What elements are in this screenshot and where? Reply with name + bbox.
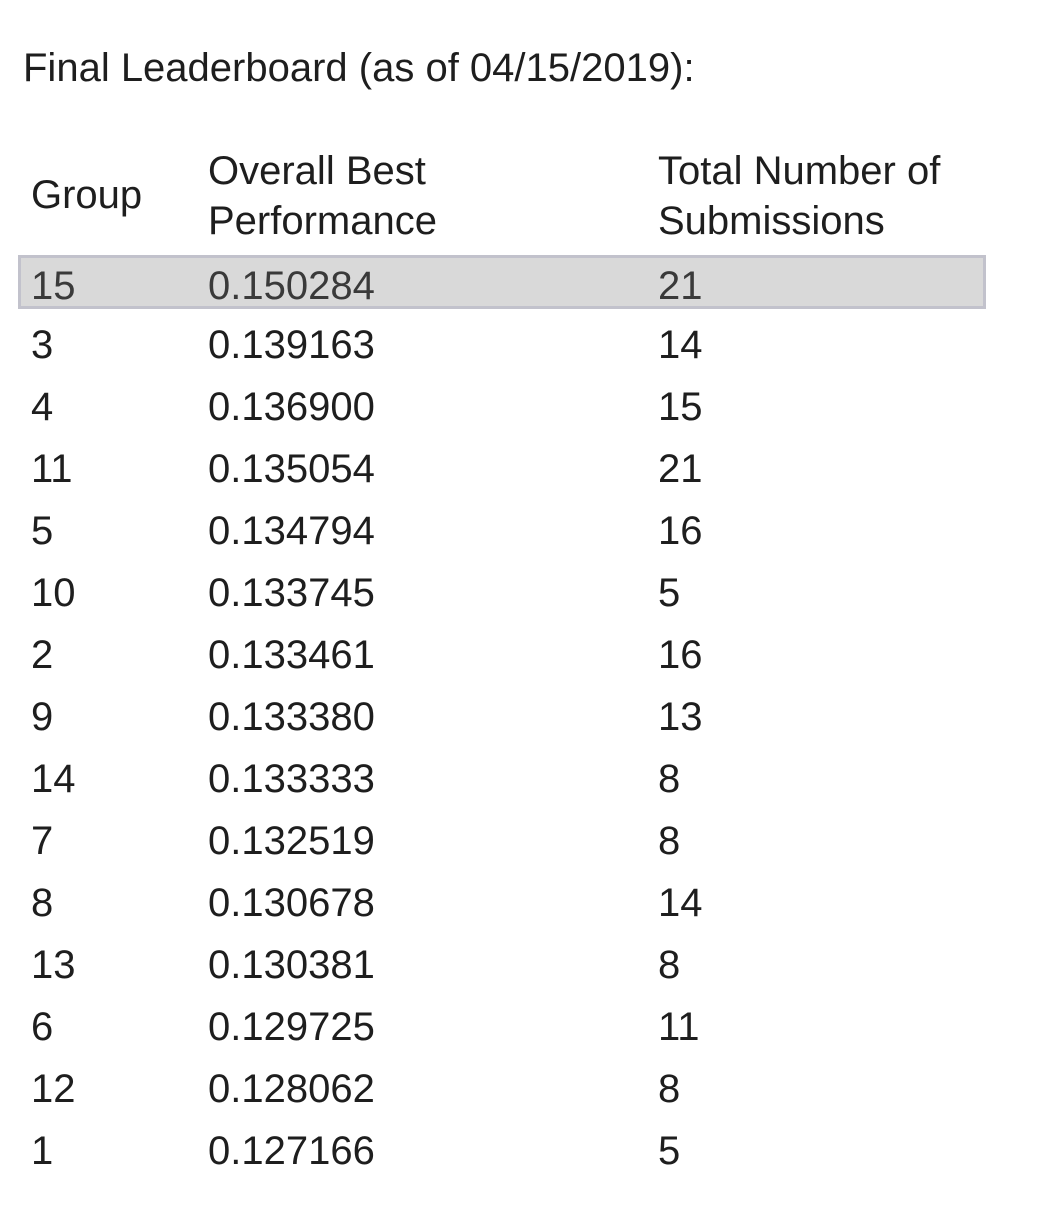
cell-performance: 0.136900 <box>208 385 375 429</box>
header-submissions-line2: Submissions <box>658 199 885 243</box>
header-performance-line1: Overall Best <box>208 149 426 193</box>
cell-group: 3 <box>31 323 54 367</box>
header-submissions: Total Number of Submissions <box>658 146 940 246</box>
cell-group: 12 <box>31 1067 76 1111</box>
cell-submissions: 21 <box>658 264 703 308</box>
cell-group: 2 <box>31 633 54 677</box>
cell-performance: 0.132519 <box>208 819 375 863</box>
header-performance: Overall Best Performance <box>208 146 437 246</box>
table-row: 13 0.130381 8 <box>18 934 986 996</box>
cell-performance: 0.134794 <box>208 509 375 553</box>
table-row: 6 0.129725 11 <box>18 996 986 1058</box>
leaderboard-table: Group Overall Best Performance Total Num… <box>18 140 986 1182</box>
header-submissions-line1: Total Number of <box>658 149 941 193</box>
cell-submissions: 11 <box>658 1005 700 1049</box>
table-row: 10 0.133745 5 <box>18 562 986 624</box>
cell-group: 5 <box>31 509 54 553</box>
cell-submissions: 16 <box>658 509 703 553</box>
cell-group: 9 <box>31 695 54 739</box>
table-row: 1 0.127166 5 <box>18 1120 986 1182</box>
header-group: Group <box>31 170 142 220</box>
cell-performance: 0.139163 <box>208 323 375 367</box>
cell-performance: 0.133461 <box>208 633 375 677</box>
cell-group: 10 <box>31 571 76 615</box>
page-title: Final Leaderboard (as of 04/15/2019): <box>23 46 695 90</box>
cell-performance: 0.129725 <box>208 1005 375 1049</box>
cell-performance: 0.127166 <box>208 1129 375 1173</box>
cell-submissions: 16 <box>658 633 703 677</box>
cell-submissions: 21 <box>658 447 703 491</box>
cell-group: 15 <box>31 264 76 308</box>
table-row: 5 0.134794 16 <box>18 500 986 562</box>
cell-submissions: 13 <box>658 695 703 739</box>
cell-group: 8 <box>31 881 54 925</box>
cell-submissions: 5 <box>658 571 681 615</box>
cell-submissions: 8 <box>658 943 681 987</box>
cell-performance: 0.128062 <box>208 1067 375 1111</box>
table-row-highlighted[interactable]: 15 0.150284 21 <box>18 255 986 309</box>
cell-group: 7 <box>31 819 54 863</box>
table-row: 7 0.132519 8 <box>18 810 986 872</box>
table-row: 2 0.133461 16 <box>18 624 986 686</box>
cell-submissions: 14 <box>658 881 703 925</box>
cell-performance: 0.133745 <box>208 571 375 615</box>
cell-performance: 0.133333 <box>208 757 375 801</box>
cell-performance: 0.130381 <box>208 943 375 987</box>
cell-group: 4 <box>31 385 54 429</box>
cell-group: 14 <box>31 757 76 801</box>
cell-submissions: 8 <box>658 757 681 801</box>
cell-submissions: 15 <box>658 385 703 429</box>
cell-performance: 0.130678 <box>208 881 375 925</box>
header-group-label: Group <box>31 173 143 217</box>
cell-submissions: 5 <box>658 1129 681 1173</box>
table-row: 8 0.130678 14 <box>18 872 986 934</box>
header-performance-line2: Performance <box>208 199 437 243</box>
table-row: 14 0.133333 8 <box>18 748 986 810</box>
table-body: 15 0.150284 21 3 0.139163 14 4 0.136900 … <box>18 255 986 1182</box>
cell-submissions: 8 <box>658 1067 681 1111</box>
cell-performance: 0.135054 <box>208 447 375 491</box>
cell-performance: 0.150284 <box>208 264 375 308</box>
cell-group: 6 <box>31 1005 54 1049</box>
cell-group: 1 <box>31 1129 54 1173</box>
cell-group: 11 <box>31 447 73 491</box>
cell-performance: 0.133380 <box>208 695 375 739</box>
table-row: 12 0.128062 8 <box>18 1058 986 1120</box>
table-row: 11 0.135054 21 <box>18 438 986 500</box>
table-header: Group Overall Best Performance Total Num… <box>18 140 986 252</box>
table-row: 4 0.136900 15 <box>18 376 986 438</box>
cell-submissions: 8 <box>658 819 681 863</box>
table-row: 3 0.139163 14 <box>18 314 986 376</box>
table-row: 9 0.133380 13 <box>18 686 986 748</box>
cell-submissions: 14 <box>658 323 703 367</box>
cell-group: 13 <box>31 943 76 987</box>
